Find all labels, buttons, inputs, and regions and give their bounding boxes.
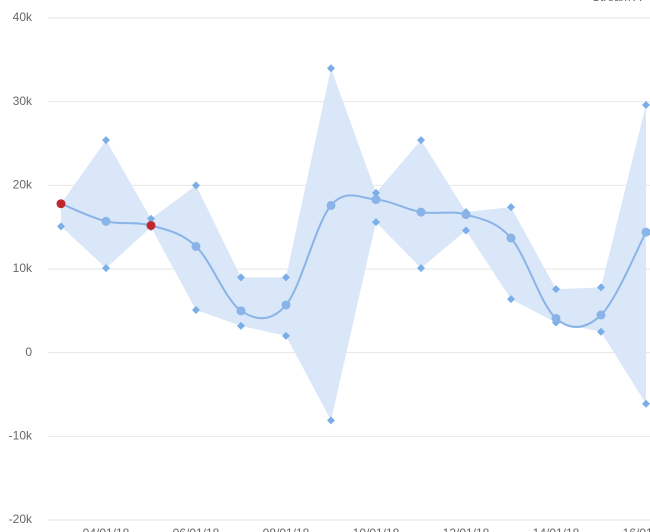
series-point [596,310,606,320]
series-point [461,210,471,220]
x-tick-label: 10/01/18 [353,526,400,532]
range-marker [417,136,425,145]
range-marker [462,226,470,235]
series-point [56,199,66,209]
range-marker [372,218,380,227]
range-marker [642,101,650,110]
range-marker [642,399,650,408]
range-marker [237,321,245,330]
y-tick-label: 40k [13,10,33,24]
range-marker [282,273,290,282]
y-tick-label: 10k [13,261,33,275]
series-point [281,300,291,310]
range-marker [507,295,515,304]
range-marker [102,136,110,145]
series-point [146,220,156,230]
range-area [61,68,646,421]
y-tick-label: -20k [9,512,33,526]
range-marker [507,203,515,212]
series-point [326,200,336,210]
x-tick-label: 08/01/18 [263,526,310,532]
range-marker [192,305,200,314]
range-marker [237,273,245,282]
series-point [641,227,650,237]
x-tick-label: 06/01/18 [173,526,220,532]
x-tick-label: 12/01/18 [443,526,490,532]
range-marker [102,264,110,273]
series-point [236,306,246,316]
range-marker [192,181,200,190]
range-marker [417,264,425,273]
series-point [191,241,201,251]
x-tick-label: 04/01/18 [83,526,130,532]
series-point [416,207,426,217]
series-point [506,233,516,243]
y-tick-label: 20k [13,178,33,192]
series-point [551,313,561,323]
range-marker [327,64,335,73]
range-marker [57,222,65,231]
range-marker [327,416,335,425]
y-tick-label: 0 [25,345,32,359]
range-marker [372,188,380,197]
x-tick-label: 16/01/18 [623,526,650,532]
range-marker [597,283,605,292]
series-point [371,195,381,205]
y-tick-label: 30k [13,94,33,108]
range-marker [597,327,605,336]
range-marker [147,214,155,223]
x-tick-label: 14/01/18 [533,526,580,532]
range-marker [552,285,560,294]
range-marker [282,331,290,340]
y-tick-label: -10k [9,429,33,443]
series-point [101,216,111,226]
legend-label: Stream A [592,0,641,4]
